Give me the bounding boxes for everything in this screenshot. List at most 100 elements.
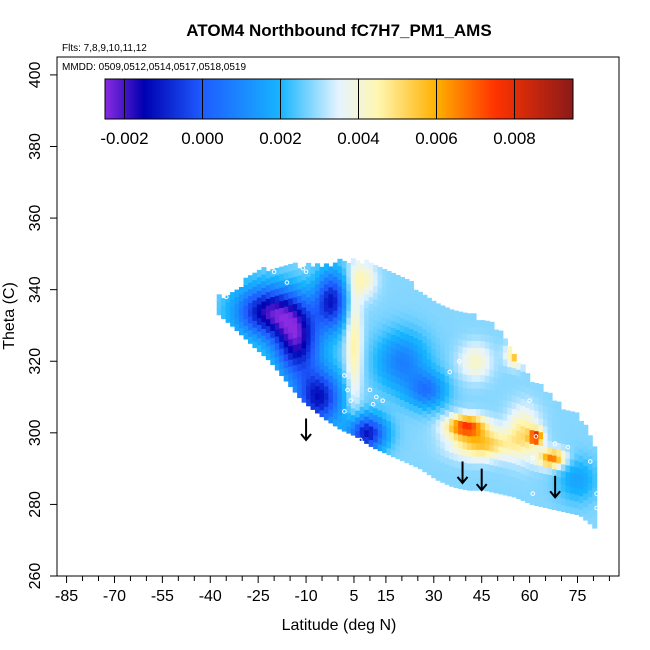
heatmap-cell xyxy=(471,476,477,484)
heatmap-cell xyxy=(377,416,383,424)
heatmap-cell xyxy=(279,341,285,349)
heatmap-cell xyxy=(475,360,481,369)
heatmap-cell xyxy=(292,289,298,298)
heatmap-cell xyxy=(484,320,490,329)
heatmap-cell xyxy=(435,351,441,359)
heatmap-cell xyxy=(498,391,504,400)
heatmap-cell xyxy=(319,375,325,384)
heatmap-cell xyxy=(386,393,392,401)
heatmap-cell xyxy=(583,492,589,501)
heatmap-cell xyxy=(265,298,271,306)
heatmap-cell xyxy=(489,321,495,330)
heatmap-cell xyxy=(592,466,598,475)
heatmap-cell xyxy=(516,423,522,431)
heatmap-cell xyxy=(417,319,423,327)
heatmap-cell xyxy=(417,427,423,436)
heatmap-cell xyxy=(270,282,276,291)
heatmap-cell xyxy=(297,281,303,290)
heatmap-cell xyxy=(538,486,544,494)
heatmap-cell xyxy=(484,368,490,376)
heatmap-cell xyxy=(386,311,392,320)
heatmap-cell xyxy=(543,500,549,508)
heatmap-cell xyxy=(431,355,437,363)
sample-point xyxy=(358,437,363,443)
heatmap-cell xyxy=(234,303,240,311)
heatmap-cell xyxy=(489,485,495,493)
heatmap-cell xyxy=(480,408,486,416)
heatmap-cell xyxy=(538,452,544,460)
heatmap-cell xyxy=(431,307,437,315)
sample-point xyxy=(300,265,306,271)
heatmap-cell xyxy=(565,451,571,459)
sample-point xyxy=(447,369,453,375)
heatmap-cell xyxy=(453,433,459,441)
heatmap-cell xyxy=(395,431,401,439)
heatmap-cell xyxy=(382,391,388,399)
heatmap-cell xyxy=(560,416,566,424)
heatmap-cell xyxy=(556,442,562,450)
heatmap-cell xyxy=(328,314,334,322)
heatmap-cell xyxy=(359,338,365,346)
heatmap-cell xyxy=(391,327,397,335)
heatmap-cell xyxy=(547,501,553,509)
heatmap-cell xyxy=(569,465,575,474)
heatmap-cell xyxy=(332,391,338,400)
heatmap-cell xyxy=(484,470,490,478)
heatmap-cell xyxy=(377,294,383,302)
heatmap-cell xyxy=(292,330,298,339)
heatmap-cell xyxy=(310,327,316,336)
heatmap-cell xyxy=(382,275,388,284)
heatmap-cell xyxy=(297,370,303,378)
x-tick-label: -25 xyxy=(247,588,270,605)
heatmap-cell xyxy=(520,486,526,495)
heatmap-cell xyxy=(435,405,441,413)
heatmap-cell xyxy=(382,364,388,372)
heatmap-cell xyxy=(408,308,414,316)
heatmap-cell xyxy=(310,382,316,390)
heatmap-cell xyxy=(462,360,468,368)
heatmap-cell xyxy=(507,400,513,408)
heatmap-cell xyxy=(462,333,468,341)
heatmap-cell xyxy=(431,341,437,349)
heatmap-cell xyxy=(511,462,517,471)
heatmap-cell xyxy=(413,405,419,413)
heatmap-cell xyxy=(489,471,495,479)
heatmap-cell xyxy=(386,379,392,388)
heatmap-cell xyxy=(426,467,432,476)
heatmap-cell xyxy=(297,302,303,310)
heatmap-cell xyxy=(274,288,280,296)
heatmap-cell xyxy=(337,286,343,294)
heatmap-cell xyxy=(364,422,370,431)
heatmap-cell xyxy=(592,473,598,481)
heatmap-cell xyxy=(431,396,437,404)
heatmap-cell xyxy=(480,469,486,478)
heatmap-cell xyxy=(449,465,455,474)
heatmap-cell xyxy=(574,446,580,454)
heatmap-cell xyxy=(315,304,321,312)
heatmap-cell xyxy=(346,290,352,298)
heatmap-cell xyxy=(417,434,423,442)
heatmap-cell xyxy=(359,372,365,380)
heatmap-cell xyxy=(256,337,262,346)
heatmap-cell xyxy=(346,426,352,434)
heatmap-cell xyxy=(337,374,343,382)
heatmap-cell xyxy=(449,329,455,338)
heatmap-cell xyxy=(543,391,549,400)
heatmap-cell xyxy=(328,341,334,349)
heatmap-cell xyxy=(449,309,455,317)
heatmap-cell xyxy=(283,333,289,341)
heatmap-cell xyxy=(422,458,428,466)
heatmap-cell xyxy=(288,372,294,381)
heatmap-cell xyxy=(467,415,473,423)
heatmap-cell xyxy=(301,395,307,403)
heatmap-cell xyxy=(444,327,450,336)
heatmap-cell xyxy=(462,353,468,361)
heatmap-cell xyxy=(435,425,441,434)
heatmap-cell xyxy=(498,351,504,359)
heatmap-cell xyxy=(391,341,397,349)
heatmap-cell xyxy=(547,413,553,421)
heatmap-cell xyxy=(386,298,392,306)
heatmap-cell xyxy=(350,312,356,320)
heatmap-cell xyxy=(498,459,504,468)
heatmap-cell xyxy=(551,455,557,463)
